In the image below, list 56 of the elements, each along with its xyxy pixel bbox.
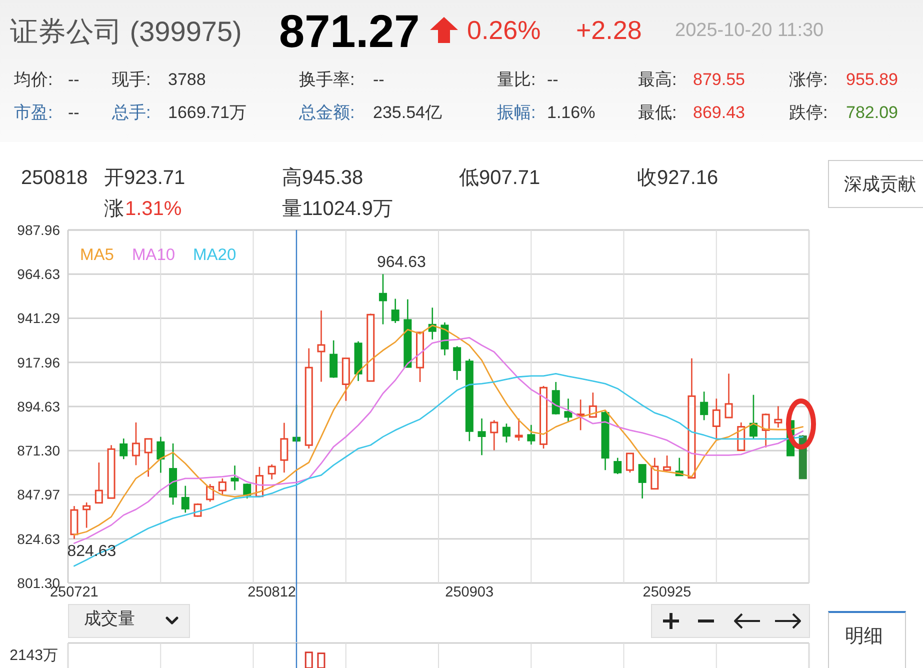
text: 深成贡献 [844,174,916,195]
text: 3788 [168,70,206,90]
text: MA20 [193,246,236,264]
text: -- [373,70,384,90]
text: 0.26% [467,15,541,46]
text: 2143万 [10,647,58,664]
text: 1.31% [125,198,182,221]
text: -- [547,70,558,90]
y-tick-label: 917.96 [17,354,60,370]
chart-title: 证券公司 (399975) [10,15,242,49]
text: 均价: [14,70,53,90]
text: 收927.16 [637,167,718,190]
text: 235.54亿 [373,103,442,123]
text: 879.55 [693,70,745,90]
text: 低907.71 [459,167,540,190]
text: 量11024.9万 [282,198,393,221]
y-tick-label: 987.96 [17,222,60,238]
text: 量比: [497,70,536,90]
text: 869.43 [693,103,745,123]
y-tick-label: 824.63 [17,530,60,547]
text: 最低: [638,103,677,123]
y-tick-label: 894.63 [17,398,60,414]
text: -- [68,70,80,90]
text: 2025-10-20 11:30 [675,20,824,42]
text: 开923.71 [104,167,186,190]
y-tick-label: 871.30 [17,442,60,459]
text: MA5 [80,246,114,264]
text: 市盈: [14,103,53,123]
text: 跌停: [789,103,828,123]
text: -- [68,103,80,123]
text: 871.27 [279,5,420,58]
text: 250818 [21,167,88,190]
text: 总手: [112,103,151,123]
text: 成交量 [84,609,135,629]
x-tick-label: 250812 [248,584,296,600]
x-tick-label: 250903 [445,584,494,600]
y-tick-label: 847.97 [17,486,60,503]
text: 782.09 [846,103,898,123]
text: 总金额: [299,103,355,123]
text: 955.89 [846,70,898,90]
text: +2.28 [576,15,642,46]
text: 换手率: [299,70,355,90]
text: 涨 [104,198,124,221]
text: MA10 [132,246,176,264]
text: 涨停: [789,70,828,90]
text: 1.16% [547,103,596,123]
text: 1669.71万 [168,103,246,123]
y-tick-label: 941.29 [17,310,60,326]
text: 明细 [845,626,883,648]
text: 高945.38 [282,167,364,190]
text: 最高: [638,70,677,90]
text: 现手: [112,70,151,90]
y-tick-label: 964.63 [17,266,60,282]
text: 振幅: [497,103,536,123]
x-tick-label: 250925 [642,584,692,600]
annotation: 964.63 [376,254,426,272]
